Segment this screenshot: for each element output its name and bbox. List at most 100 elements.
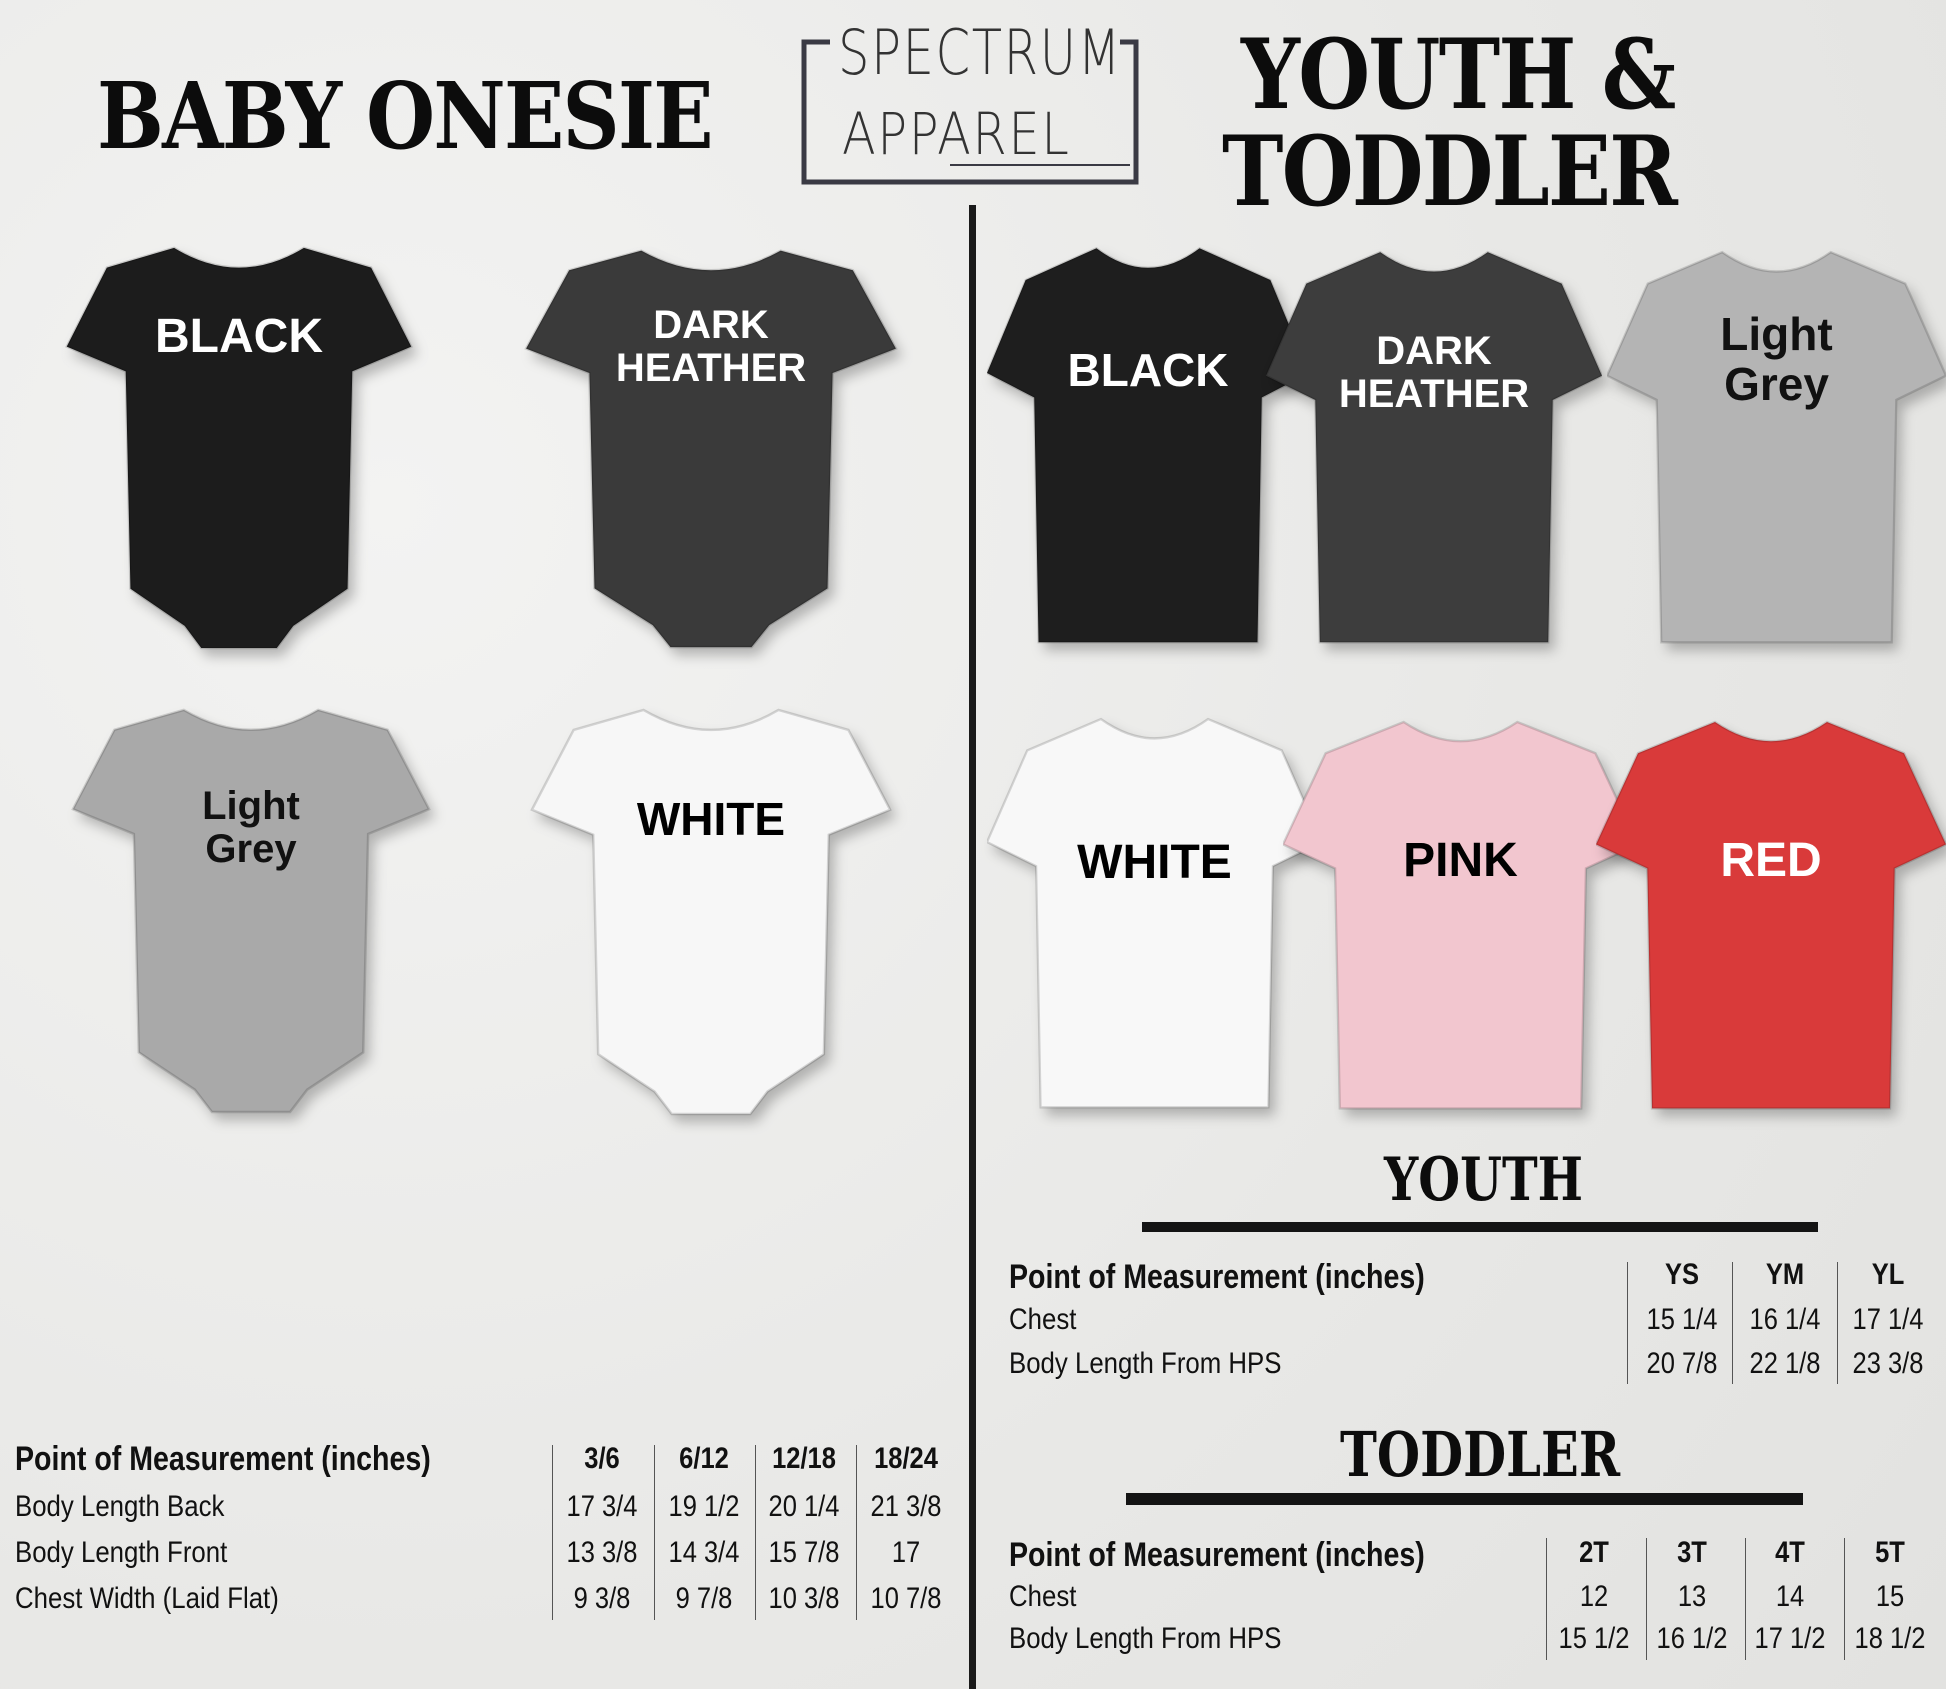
measurement-value: 22 1/8	[1749, 1347, 1821, 1380]
size-header: 18/24	[874, 1442, 938, 1475]
column-separator	[1732, 1262, 1733, 1384]
size-header: 4T	[1775, 1536, 1805, 1569]
onesie-shape	[530, 708, 892, 1116]
column-separator	[654, 1445, 655, 1620]
onesie-white: WHITE	[527, 695, 895, 1119]
column-separator	[1745, 1538, 1746, 1660]
measurement-value: 19 1/2	[668, 1490, 740, 1523]
measurement-value: 14 3/4	[668, 1536, 740, 1569]
color-label-line: HEATHER	[615, 346, 807, 391]
tee-color-label: DARK HEATHER	[1266, 329, 1602, 417]
measurement-value: 13 3/8	[566, 1536, 638, 1569]
row-label: Chest	[1009, 1303, 1077, 1336]
size-header: YM	[1765, 1258, 1805, 1291]
column-separator	[1546, 1538, 1547, 1660]
row-label: Body Length From HPS	[1009, 1347, 1282, 1380]
youth-toddler-title-line2: TODDLER	[1222, 115, 1678, 228]
tee-shape	[1283, 720, 1638, 1110]
onesie-color-label: WHITE	[527, 794, 895, 845]
size-header: YS	[1664, 1258, 1700, 1291]
row-label: Body Length Front	[15, 1536, 228, 1569]
measurement-value: 14	[1775, 1580, 1805, 1613]
color-label-line: BLACK	[1067, 344, 1229, 396]
tee-shape	[1266, 250, 1602, 644]
row-label: Chest	[1009, 1580, 1077, 1613]
measurement-value: 20 1/4	[768, 1490, 840, 1523]
row-label: Chest Width (Laid Flat)	[15, 1582, 279, 1615]
tee-color-label: WHITE	[987, 837, 1322, 889]
tee-dark-heather: DARK HEATHER	[1266, 240, 1602, 652]
tee-color-label: Light Grey	[1607, 308, 1946, 410]
measurement-value: 21 3/8	[870, 1490, 942, 1523]
tee-shape	[1596, 720, 1946, 1110]
measurement-value: 9 3/8	[573, 1582, 631, 1615]
size-header: 5T	[1875, 1536, 1905, 1569]
measurement-value: 20 7/8	[1646, 1347, 1718, 1380]
color-label-line: Grey	[1724, 357, 1829, 410]
onesie-color-label: BLACK	[62, 311, 416, 363]
measurement-value: 16 1/4	[1749, 1303, 1821, 1336]
toddler-table-header: Point of Measurement (inches)	[1009, 1536, 1425, 1574]
section-divider	[969, 205, 976, 1689]
measurement-value: 10 3/8	[768, 1582, 840, 1615]
size-header: 12/18	[772, 1442, 836, 1475]
color-label-line: BLACK	[155, 310, 323, 363]
measurement-value: 15 1/2	[1558, 1622, 1630, 1655]
measurement-value: 17 1/4	[1852, 1303, 1924, 1336]
column-separator	[856, 1445, 857, 1620]
color-label-line: Light	[202, 784, 300, 828]
size-header: YL	[1871, 1258, 1905, 1291]
youth-table-header: Point of Measurement (inches)	[1009, 1258, 1425, 1296]
color-label-line: WHITE	[1077, 836, 1232, 889]
measurement-value: 15 7/8	[768, 1536, 840, 1569]
size-header: 3T	[1677, 1536, 1707, 1569]
baby-table-header: Point of Measurement (inches)	[15, 1440, 431, 1478]
toddler-table-title: TODDLER	[1340, 1418, 1621, 1491]
onesie-color-label: Light Grey	[68, 784, 434, 872]
tee-shape	[1607, 250, 1946, 644]
measurement-value: 18 1/2	[1854, 1622, 1926, 1655]
onesie-shape	[524, 249, 898, 649]
measurement-value: 17 3/4	[566, 1490, 638, 1523]
tee-shape	[987, 717, 1322, 1109]
row-label: Body Length From HPS	[1009, 1622, 1282, 1655]
measurement-value: 12	[1579, 1580, 1609, 1613]
measurement-value: 16 1/2	[1656, 1622, 1728, 1655]
color-label-line: Light	[1720, 308, 1833, 360]
size-header: 6/12	[679, 1442, 729, 1475]
column-separator	[1844, 1538, 1845, 1660]
measurement-value: 17 1/2	[1754, 1622, 1826, 1655]
tee-black: BLACK	[987, 236, 1309, 652]
measurement-value: 9 7/8	[675, 1582, 733, 1615]
baby-onesie-title: BABY ONESIE	[97, 62, 714, 170]
logo-line-1: SPECTRUM	[838, 16, 1123, 89]
toddler-title-underline	[1126, 1493, 1803, 1505]
color-label-line: PINK	[1403, 834, 1518, 887]
color-label-line: Grey	[205, 827, 297, 872]
size-header: 3/6	[584, 1442, 620, 1475]
tee-light-grey: Light Grey	[1607, 240, 1946, 652]
column-separator	[1646, 1538, 1647, 1660]
onesie-color-label: DARK HEATHER	[521, 303, 901, 391]
tee-shape	[987, 246, 1309, 644]
onesie-shape	[65, 246, 413, 650]
youth-toddler-title-line1: YOUTH &	[1241, 18, 1676, 131]
youth-table-title: YOUTH	[1384, 1145, 1584, 1215]
onesie-black: BLACK	[62, 233, 416, 653]
measurement-value: 17	[891, 1536, 921, 1569]
color-label-line: HEATHER	[1338, 372, 1530, 417]
column-separator	[1837, 1262, 1838, 1384]
tee-color-label: PINK	[1283, 835, 1638, 887]
measurement-value: 10 7/8	[870, 1582, 942, 1615]
column-separator	[755, 1445, 756, 1620]
column-separator	[552, 1445, 553, 1620]
onesie-light-grey: Light Grey	[68, 695, 434, 1117]
tee-white: WHITE	[987, 707, 1322, 1117]
color-label-line: DARK	[653, 303, 769, 347]
spectrum-apparel-logo: SPECTRUM APPAREL	[800, 16, 1140, 185]
logo-frame	[801, 39, 1139, 185]
logo-line-2: APPAREL	[842, 100, 1071, 168]
measurement-value: 15	[1875, 1580, 1905, 1613]
tee-pink: PINK	[1283, 710, 1638, 1118]
measurement-value: 23 3/8	[1852, 1347, 1924, 1380]
